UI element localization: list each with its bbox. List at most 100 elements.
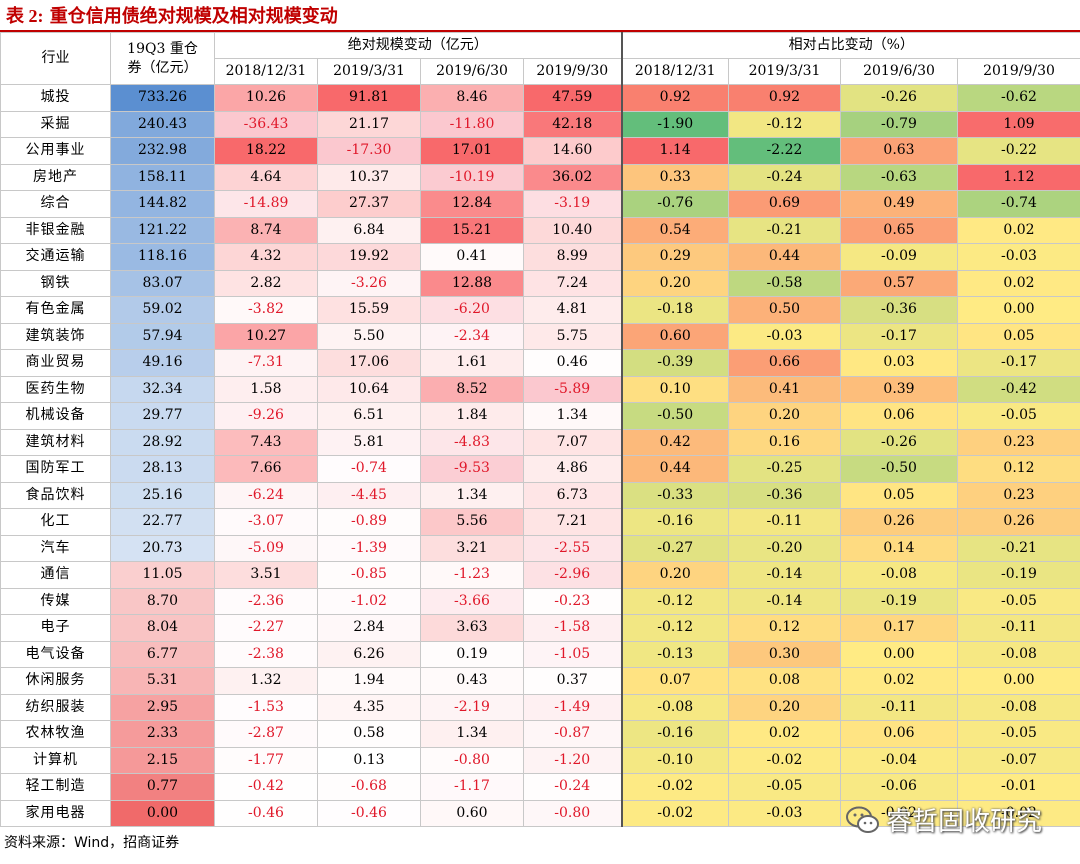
table-row: 化工 22.77 -3.07 -0.89 5.56 7.21 -0.16 -0.11 0.26 0…: [0, 508, 1080, 536]
rel-change-cell: -0.19: [957, 561, 1080, 589]
abs-change-cell: 42.18: [523, 110, 623, 138]
abs-change-cell: -0.68: [317, 773, 421, 801]
abs-change-cell: 15.21: [420, 216, 524, 244]
rel-change-cell: 0.20: [728, 402, 841, 430]
abs-change-cell: -1.02: [317, 587, 421, 615]
header-rel-date: 2019/3/31: [728, 58, 841, 85]
rel-change-cell: -0.06: [840, 773, 958, 801]
abs-change-cell: 12.88: [420, 269, 524, 297]
rel-change-cell: 0.02: [840, 667, 958, 695]
holding-value: 28.92: [110, 428, 215, 456]
abs-change-cell: 1.58: [214, 375, 318, 403]
abs-change-cell: -0.24: [523, 773, 623, 801]
abs-change-cell: 4.86: [523, 455, 623, 483]
rel-change-cell: -1.90: [621, 110, 729, 138]
holding-value: 733.26: [110, 84, 215, 112]
industry-name: 化工: [0, 508, 111, 536]
rel-change-cell: -0.58: [728, 269, 841, 297]
rel-change-cell: -0.21: [957, 534, 1080, 562]
abs-change-cell: -4.83: [420, 428, 524, 456]
abs-change-cell: -2.87: [214, 720, 318, 748]
abs-change-cell: 5.75: [523, 322, 623, 350]
header-rel-date: 2018/12/31: [621, 58, 729, 85]
abs-change-cell: 0.41: [420, 243, 524, 271]
rel-change-cell: 0.06: [840, 402, 958, 430]
rel-change-cell: 0.00: [957, 667, 1080, 695]
abs-change-cell: 8.74: [214, 216, 318, 244]
abs-change-cell: 1.34: [420, 720, 524, 748]
abs-change-cell: -11.80: [420, 110, 524, 138]
abs-change-cell: 0.60: [420, 799, 524, 827]
table-row: 采掘 240.43 -36.43 21.17 -11.80 42.18 -1.90 -0.12…: [0, 110, 1080, 138]
industry-name: 建筑材料: [0, 428, 111, 456]
table-caption: 重仓信用债绝对规模及相对规模变动: [49, 6, 338, 27]
table-row: 食品饮料 25.16 -6.24 -4.45 1.34 6.73 -0.33 -0.36 0.0…: [0, 481, 1080, 509]
rel-change-cell: -0.36: [840, 296, 958, 324]
table-row: 国防军工 28.13 7.66 -0.74 -9.53 4.86 0.44 -0.25 -0.5…: [0, 455, 1080, 483]
abs-change-cell: -0.80: [523, 799, 623, 827]
table-row: 城投 733.26 10.26 91.81 8.46 47.59 0.92 0.92 -0.26…: [0, 84, 1080, 112]
abs-change-cell: -1.53: [214, 693, 318, 721]
rel-change-cell: 0.63: [840, 137, 958, 165]
industry-name: 钢铁: [0, 269, 111, 297]
rel-change-cell: -0.76: [621, 190, 729, 218]
rel-change-cell: -0.03: [957, 243, 1080, 271]
data-table: 行业 19Q3 重仓 券（亿元） 绝对规模变动（亿元） 相对占比变动（%） 20…: [0, 32, 1080, 827]
rel-change-cell: 0.44: [621, 455, 729, 483]
industry-name: 采掘: [0, 110, 111, 138]
rel-change-cell: 0.44: [728, 243, 841, 271]
rel-change-cell: 0.42: [621, 428, 729, 456]
abs-change-cell: 36.02: [523, 163, 623, 191]
abs-change-cell: 1.84: [420, 402, 524, 430]
holding-value: 22.77: [110, 508, 215, 536]
table-title: 表 2: 重仓信用债绝对规模及相对规模变动: [6, 2, 338, 30]
abs-change-cell: 1.34: [523, 402, 623, 430]
abs-change-cell: -3.82: [214, 296, 318, 324]
table-number: 表 2:: [6, 6, 44, 26]
rel-change-cell: -0.14: [728, 587, 841, 615]
abs-change-cell: -2.27: [214, 614, 318, 642]
table-row: 商业贸易 49.16 -7.31 17.06 1.61 0.46 -0.39 0.66 0.03…: [0, 349, 1080, 377]
rel-change-cell: 0.49: [840, 190, 958, 218]
rel-change-cell: -0.25: [728, 455, 841, 483]
abs-change-cell: 2.82: [214, 269, 318, 297]
abs-change-cell: 7.43: [214, 428, 318, 456]
rel-change-cell: -0.03: [728, 799, 841, 827]
abs-change-cell: 6.51: [317, 402, 421, 430]
table-row: 纺织服装 2.95 -1.53 4.35 -2.19 -1.49 -0.08 0.20 -0.1…: [0, 693, 1080, 721]
industry-name: 商业贸易: [0, 349, 111, 377]
rel-change-cell: -0.22: [957, 137, 1080, 165]
abs-change-cell: -2.36: [214, 587, 318, 615]
rel-change-cell: 0.14: [840, 534, 958, 562]
abs-change-cell: 27.37: [317, 190, 421, 218]
header-holding: 19Q3 重仓 券（亿元）: [110, 32, 215, 85]
industry-name: 轻工制造: [0, 773, 111, 801]
abs-change-cell: 3.21: [420, 534, 524, 562]
header-industry: 行业: [0, 32, 111, 85]
holding-value: 20.73: [110, 534, 215, 562]
abs-change-cell: 3.63: [420, 614, 524, 642]
rel-change-cell: 0.10: [621, 375, 729, 403]
abs-change-cell: 7.66: [214, 455, 318, 483]
abs-change-cell: 91.81: [317, 84, 421, 112]
abs-change-cell: -3.19: [523, 190, 623, 218]
abs-change-cell: -10.19: [420, 163, 524, 191]
rel-change-cell: 0.05: [957, 322, 1080, 350]
rel-change-cell: -0.02: [728, 746, 841, 774]
header-rel-group: 相对占比变动（%）: [621, 32, 1080, 59]
rel-change-cell: -0.18: [621, 296, 729, 324]
abs-change-cell: 14.60: [523, 137, 623, 165]
holding-value: 11.05: [110, 561, 215, 589]
rel-change-cell: -0.11: [957, 614, 1080, 642]
abs-change-cell: 21.17: [317, 110, 421, 138]
table-row: 钢铁 83.07 2.82 -3.26 12.88 7.24 0.20 -0.58 0.57 0.…: [0, 269, 1080, 297]
abs-change-cell: 6.84: [317, 216, 421, 244]
table-row: 电子 8.04 -2.27 2.84 3.63 -1.58 -0.12 0.12 0.17 -0.…: [0, 614, 1080, 642]
table-row: 农林牧渔 2.33 -2.87 0.58 1.34 -0.87 -0.16 0.02 0.06-…: [0, 720, 1080, 748]
holding-value: 0.00: [110, 799, 215, 827]
rel-change-cell: -0.17: [840, 322, 958, 350]
holding-value: 8.04: [110, 614, 215, 642]
header-holding-line2: 券（亿元）: [127, 59, 198, 76]
rel-change-cell: 0.20: [621, 561, 729, 589]
abs-change-cell: -4.45: [317, 481, 421, 509]
